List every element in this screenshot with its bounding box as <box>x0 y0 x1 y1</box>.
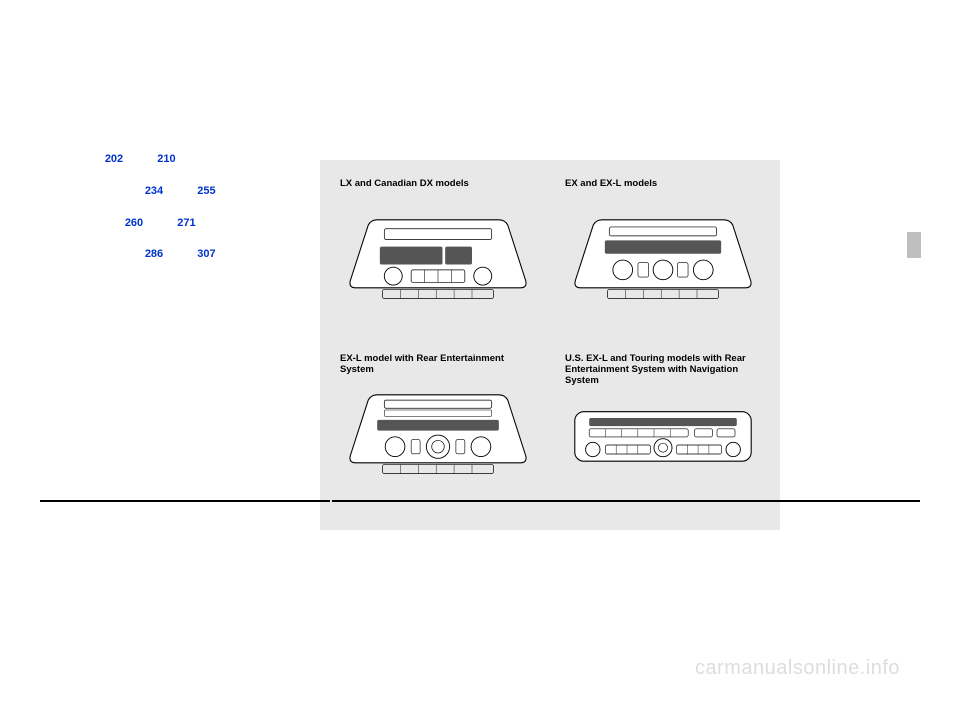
page-link[interactable]: 210 <box>152 150 180 170</box>
variant-ex-exl: EX and EX-L models <box>565 178 760 333</box>
left-column: 202 210 234 255 260 271 286 307 <box>40 40 320 277</box>
variant-label: EX-L model with Rear Entertainment Syste… <box>340 353 535 381</box>
page-link[interactable]: 202 <box>100 150 128 170</box>
audio-variants-panel: LX and Canadian DX models <box>320 160 780 530</box>
radio-diagram-icon <box>348 218 528 303</box>
variant-exl-res: EX-L model with Rear Entertainment Syste… <box>340 353 535 513</box>
variant-lx-dx: LX and Canadian DX models <box>340 178 535 333</box>
page-link[interactable]: 307 <box>192 245 220 265</box>
link-row: 234 255 <box>100 182 320 202</box>
page-link[interactable]: 286 <box>140 245 168 265</box>
link-row: 286 307 <box>100 245 320 265</box>
watermark-text: carmanualsonline.info <box>695 657 900 680</box>
variant-label: LX and Canadian DX models <box>340 178 535 206</box>
radio-diagram-icon <box>573 218 753 303</box>
content-row: 202 210 234 255 260 271 286 307 <box>40 40 920 530</box>
page-link[interactable]: 271 <box>172 214 200 234</box>
variant-grid: LX and Canadian DX models <box>340 178 760 512</box>
page-link[interactable]: 260 <box>120 214 148 234</box>
variant-label: EX and EX-L models <box>565 178 760 206</box>
page: 202 210 234 255 260 271 286 307 <box>40 40 920 674</box>
variant-touring-nav: U.S. EX-L and Touring models with Rear E… <box>565 353 760 513</box>
divider-line <box>40 500 920 503</box>
section-tab <box>907 232 921 258</box>
radio-diagram-icon <box>348 393 528 478</box>
link-row: 260 271 <box>100 214 320 234</box>
variant-label: U.S. EX-L and Touring models with Rear E… <box>565 353 760 386</box>
page-link[interactable]: 255 <box>192 182 220 202</box>
page-link[interactable]: 234 <box>140 182 168 202</box>
link-row: 202 210 <box>100 150 320 170</box>
radio-diagram-icon <box>573 398 753 483</box>
